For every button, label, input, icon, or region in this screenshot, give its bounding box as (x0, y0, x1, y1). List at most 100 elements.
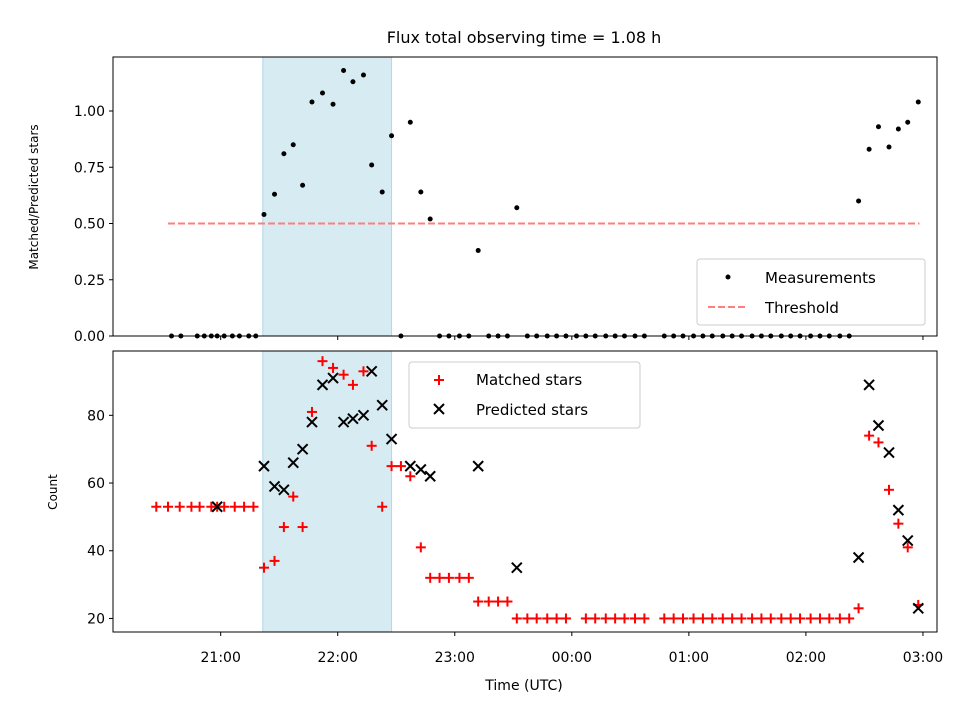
matched-star-marker (639, 613, 650, 624)
top-plot-frame (112, 56, 938, 337)
predicted-star-marker (912, 602, 924, 615)
top-y-axis-label: Matched/Predicted stars (27, 124, 41, 269)
predicted-star-marker (357, 409, 370, 422)
measurement-point (261, 212, 267, 217)
legend-predicted-marker (433, 403, 445, 415)
measurement-point (866, 146, 872, 152)
matched-star-marker (366, 440, 377, 451)
predicted-star-marker (316, 379, 329, 391)
predicted-star-marker (872, 419, 885, 432)
top-x-ticks (220, 336, 924, 340)
matched-star-marker (756, 613, 767, 624)
matched-star-marker (697, 613, 708, 624)
predicted-star-marker (404, 460, 417, 472)
measurement-point (895, 126, 901, 132)
measurement-point (856, 198, 862, 204)
predicted-star-marker (365, 365, 378, 378)
matched-star-marker (717, 613, 728, 624)
matched-star-marker (884, 484, 895, 495)
matched-star-marker (834, 613, 845, 624)
x-tick-label: 01:00 (669, 650, 709, 666)
matched-star-marker (502, 596, 513, 607)
matched-star-marker (405, 471, 416, 482)
top-chart-title: Flux total observing time = 1.08 h (387, 28, 662, 47)
measurement-point (320, 90, 326, 96)
matched-star-marker (511, 613, 522, 624)
matched-star-marker (194, 501, 205, 512)
matched-star-marker (795, 613, 806, 624)
top-highlight-span (262, 56, 393, 337)
matched-star-marker (493, 596, 504, 607)
matched-star-marker (542, 613, 553, 624)
predicted-star-marker (424, 470, 436, 482)
predicted-star-marker (287, 457, 299, 469)
legend-matched-marker (434, 375, 444, 385)
matched-star-marker (248, 501, 259, 512)
matched-star-marker (395, 461, 406, 472)
matched-star-marker (338, 369, 349, 380)
predicted-star-marker (296, 443, 309, 455)
predicted-star-marker (852, 551, 865, 564)
matched-star-marker (522, 613, 533, 624)
x-tick-label: 23:00 (435, 650, 475, 666)
matched-star-marker (463, 572, 474, 583)
legend-matched-label: Matched stars (476, 371, 582, 389)
matched-star-marker (600, 613, 611, 624)
measurement-point (330, 101, 336, 107)
bottom-legend: Matched stars Predicted stars (408, 361, 641, 429)
measurement-points (169, 68, 921, 339)
measurement-point (427, 216, 433, 222)
y-tick-label: 0.00 (74, 329, 105, 345)
matched-star-marker (288, 491, 299, 502)
matched-star-marker (560, 613, 571, 624)
measurement-point (389, 133, 395, 139)
matched-star-marker (864, 430, 875, 441)
predicted-star-marker (385, 433, 398, 445)
predicted-star-marker (415, 463, 427, 476)
matched-star-marker (454, 572, 465, 583)
matched-star-marker (377, 501, 388, 512)
y-tick-label: 40 (87, 544, 105, 560)
matched-star-markers (151, 356, 924, 624)
matched-star-marker (425, 572, 436, 583)
matched-star-marker (580, 613, 591, 624)
matched-star-marker (814, 613, 825, 624)
matched-star-marker (707, 613, 718, 624)
predicted-star-marker (337, 416, 350, 428)
matched-star-marker (590, 613, 601, 624)
bottom-y-ticks: 20 40 60 80 (87, 408, 113, 627)
measurement-point (475, 248, 481, 253)
matched-star-marker (659, 613, 670, 624)
measurement-point (875, 124, 881, 130)
predicted-star-marker (863, 379, 875, 391)
legend-predicted-label: Predicted stars (476, 401, 588, 419)
matched-star-marker (853, 603, 864, 614)
bottom-x-ticks: 21:00 22:00 23:00 00:00 01:00 02:00 03:00 (201, 632, 943, 666)
bottom-y-axis-label: Count (46, 474, 60, 510)
matched-star-marker (727, 613, 738, 624)
measurement-point (379, 189, 385, 195)
predicted-star-marker (268, 480, 281, 493)
predicted-star-markers (211, 365, 924, 615)
measurement-point (360, 72, 366, 78)
matched-star-marker (551, 613, 562, 624)
predicted-star-marker (902, 534, 914, 547)
matched-star-marker (163, 501, 174, 512)
matched-star-marker (258, 562, 269, 573)
matched-star-marker (736, 613, 747, 624)
predicted-star-marker (347, 413, 359, 425)
matched-star-marker (229, 501, 240, 512)
matched-star-marker (297, 522, 308, 533)
matched-star-marker (151, 501, 162, 512)
matched-star-marker (610, 613, 621, 624)
matched-star-marker (668, 613, 679, 624)
y-tick-label: 0.75 (74, 160, 105, 176)
predicted-star-marker (278, 484, 290, 496)
observing-window-span (262, 56, 393, 337)
measurement-point (915, 99, 921, 105)
matched-star-marker (347, 379, 358, 390)
measurement-point (272, 191, 278, 197)
matched-star-marker (893, 518, 904, 529)
y-tick-label: 1.00 (74, 104, 105, 120)
x-tick-label: 22:00 (318, 650, 358, 666)
